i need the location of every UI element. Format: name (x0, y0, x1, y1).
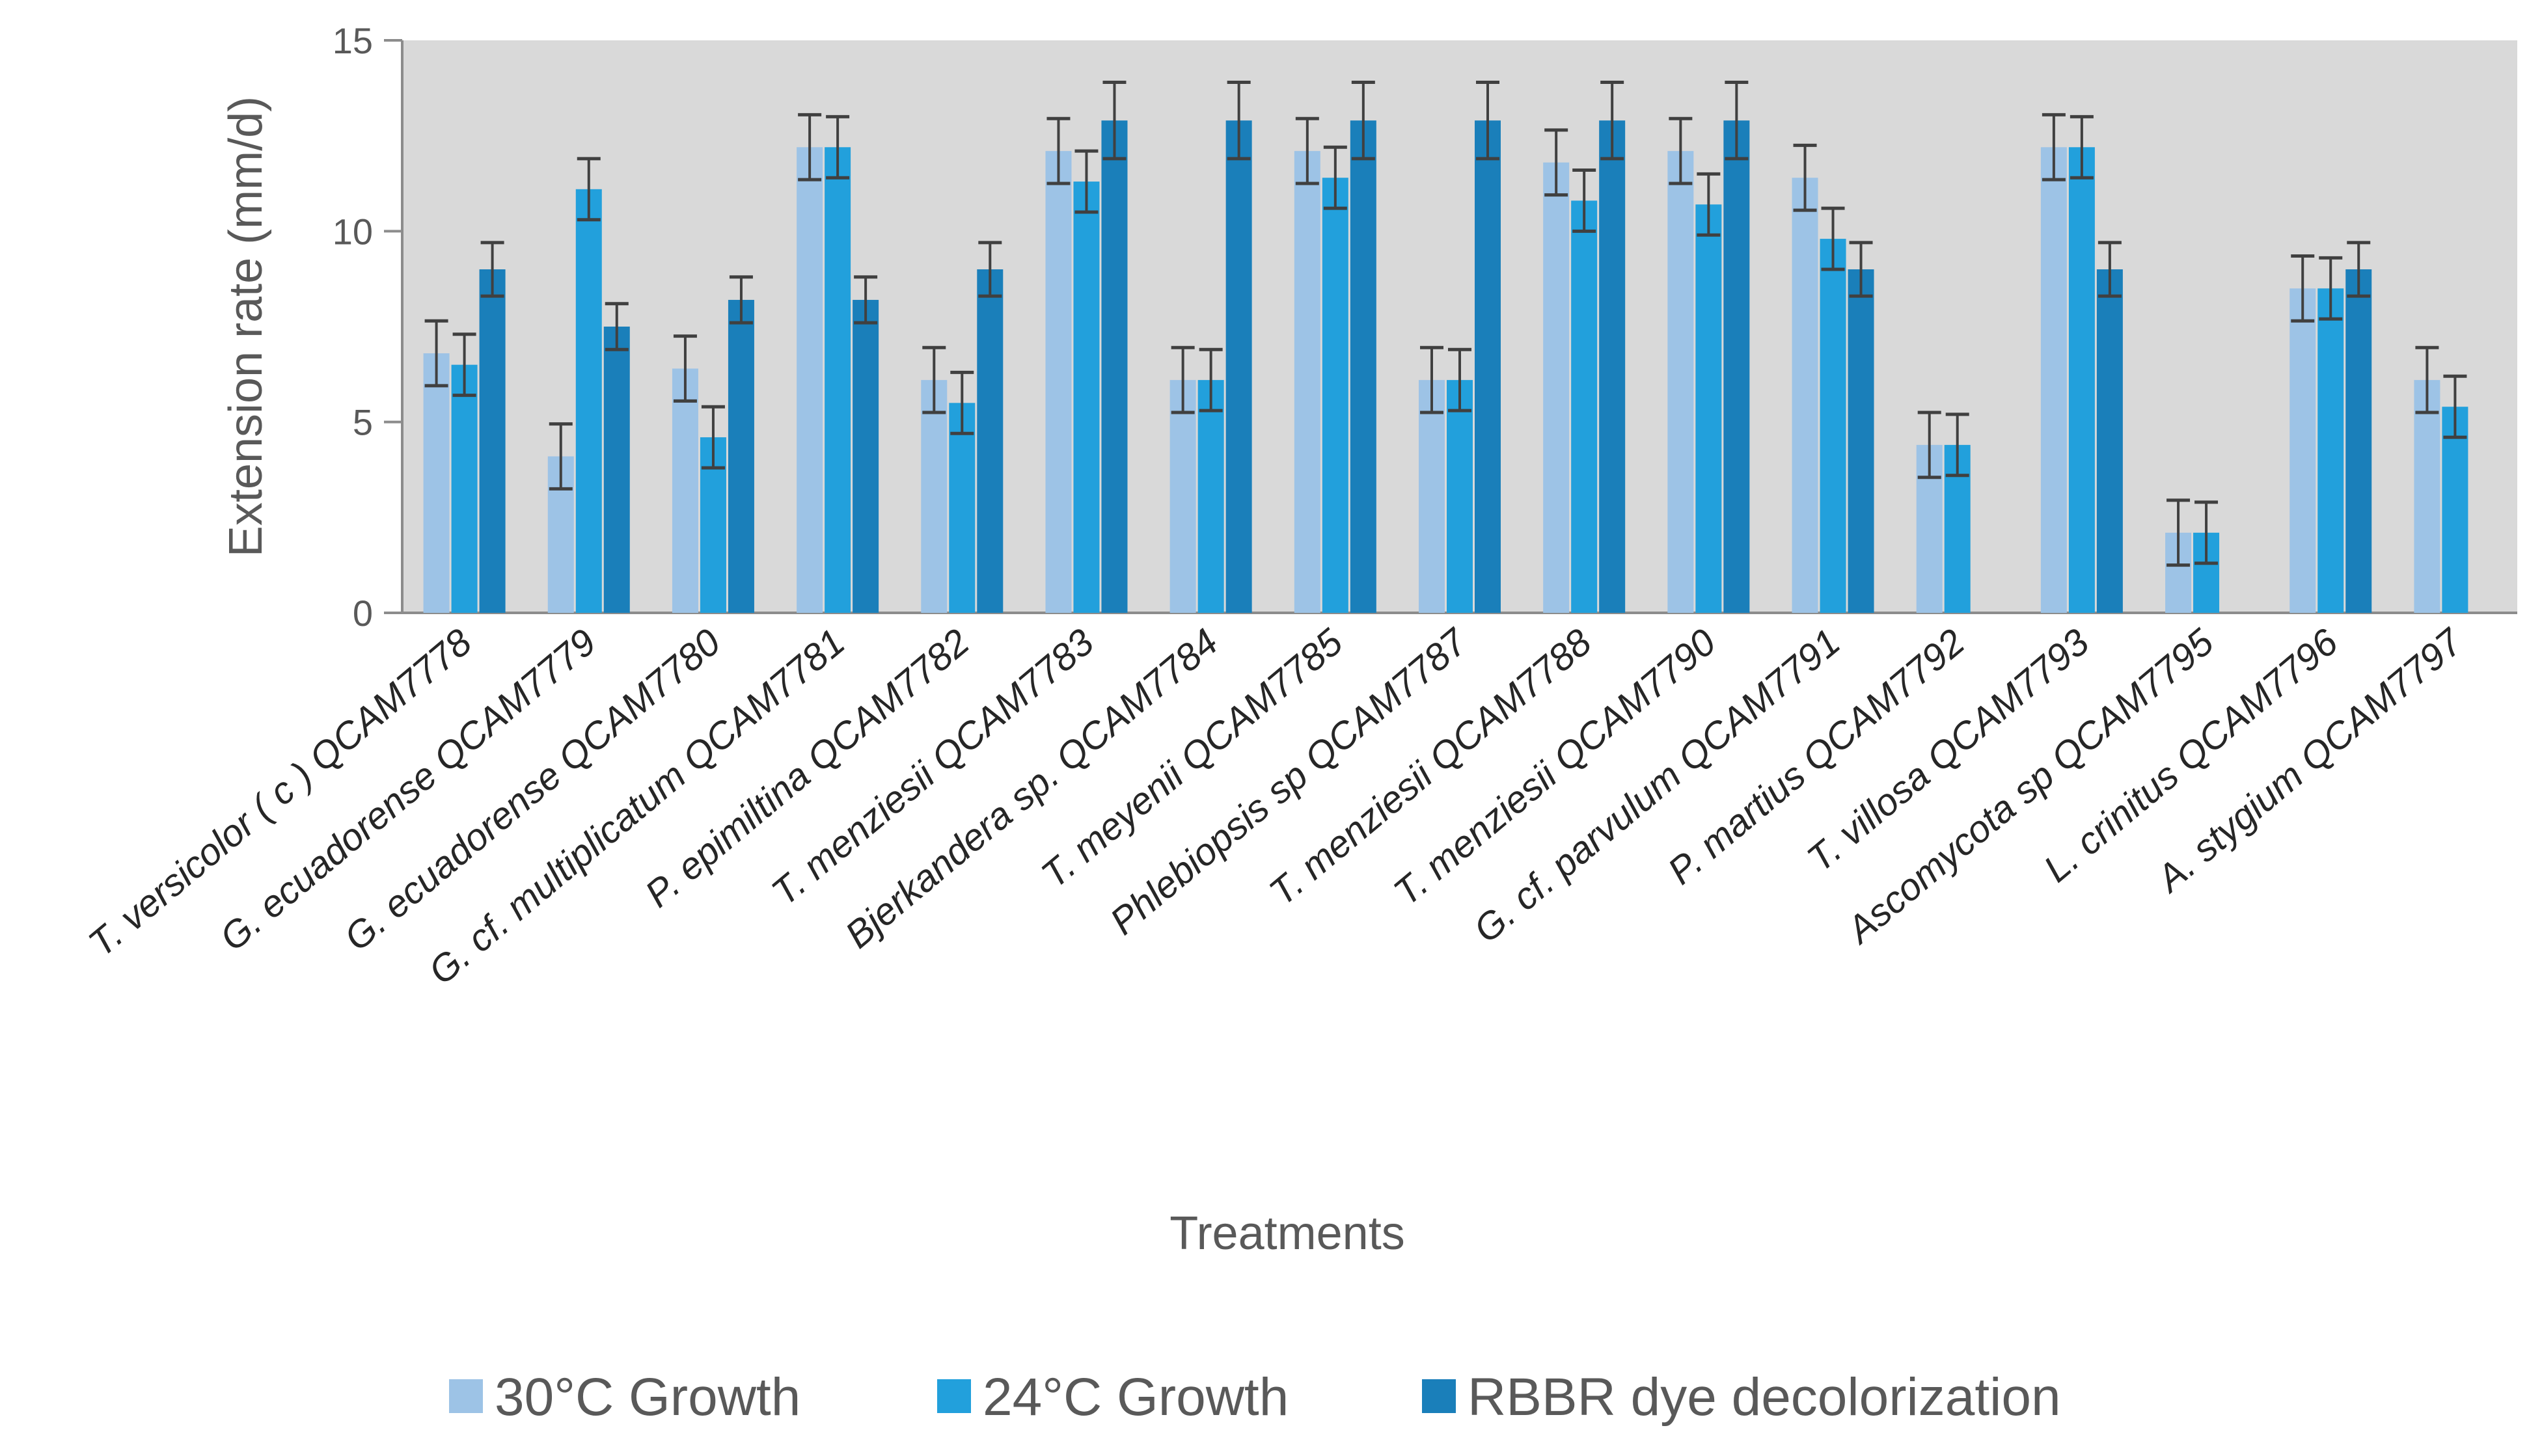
bar (423, 353, 450, 613)
bar (1848, 269, 1874, 613)
bar (1350, 120, 1376, 613)
y-axis-title: Extension rate (mm/d) (220, 96, 272, 557)
bar (575, 189, 602, 613)
bar (1322, 178, 1348, 613)
bar (2096, 269, 2123, 613)
bar (2442, 407, 2468, 613)
bar (1695, 204, 1722, 613)
bar (1723, 120, 1750, 613)
bar (1197, 380, 1224, 613)
bar (853, 299, 879, 613)
bar (2345, 269, 2372, 613)
bar (1543, 162, 1570, 613)
legend-swatch (449, 1379, 483, 1413)
bar (1169, 380, 1196, 613)
bar (2040, 147, 2067, 613)
legend: 30°C Growth 24°C Growth RBBR dye decoloriz… (449, 1368, 2061, 1427)
bar (825, 147, 851, 613)
bar (921, 380, 948, 613)
y-tick-label: 5 (353, 402, 373, 443)
bar (1101, 120, 1128, 613)
legend-label: RBBR dye decolorization (1468, 1368, 2061, 1427)
legend-swatch (937, 1379, 971, 1413)
bar (1419, 380, 1445, 613)
bar (451, 364, 478, 613)
bar (1225, 120, 1252, 613)
y-tick-label: 0 (353, 593, 373, 634)
bar (1045, 151, 1072, 613)
bar (2289, 288, 2316, 613)
bar (479, 269, 506, 613)
bar (949, 403, 976, 613)
bar (797, 147, 823, 613)
bar (728, 299, 754, 613)
bar (1447, 380, 1473, 613)
bar (1792, 178, 1818, 613)
bar (977, 269, 1004, 613)
legend-label: 24°C Growth (983, 1368, 1289, 1427)
bar (1073, 182, 1100, 613)
bar (1475, 120, 1501, 613)
bar (2317, 288, 2344, 613)
bar (1820, 239, 1846, 613)
y-tick-label: 10 (333, 211, 373, 252)
bar (2068, 147, 2095, 613)
bar (2414, 380, 2440, 613)
legend-swatch (1422, 1379, 1456, 1413)
bar (1294, 151, 1320, 613)
bar (1667, 151, 1694, 613)
bar (1599, 120, 1626, 613)
bar (1571, 200, 1598, 613)
bar (672, 368, 698, 613)
legend-label: 30°C Growth (495, 1368, 800, 1427)
bar (603, 327, 630, 613)
x-axis-title: Treatments (1169, 1207, 1404, 1260)
y-tick-label: 15 (333, 20, 373, 61)
